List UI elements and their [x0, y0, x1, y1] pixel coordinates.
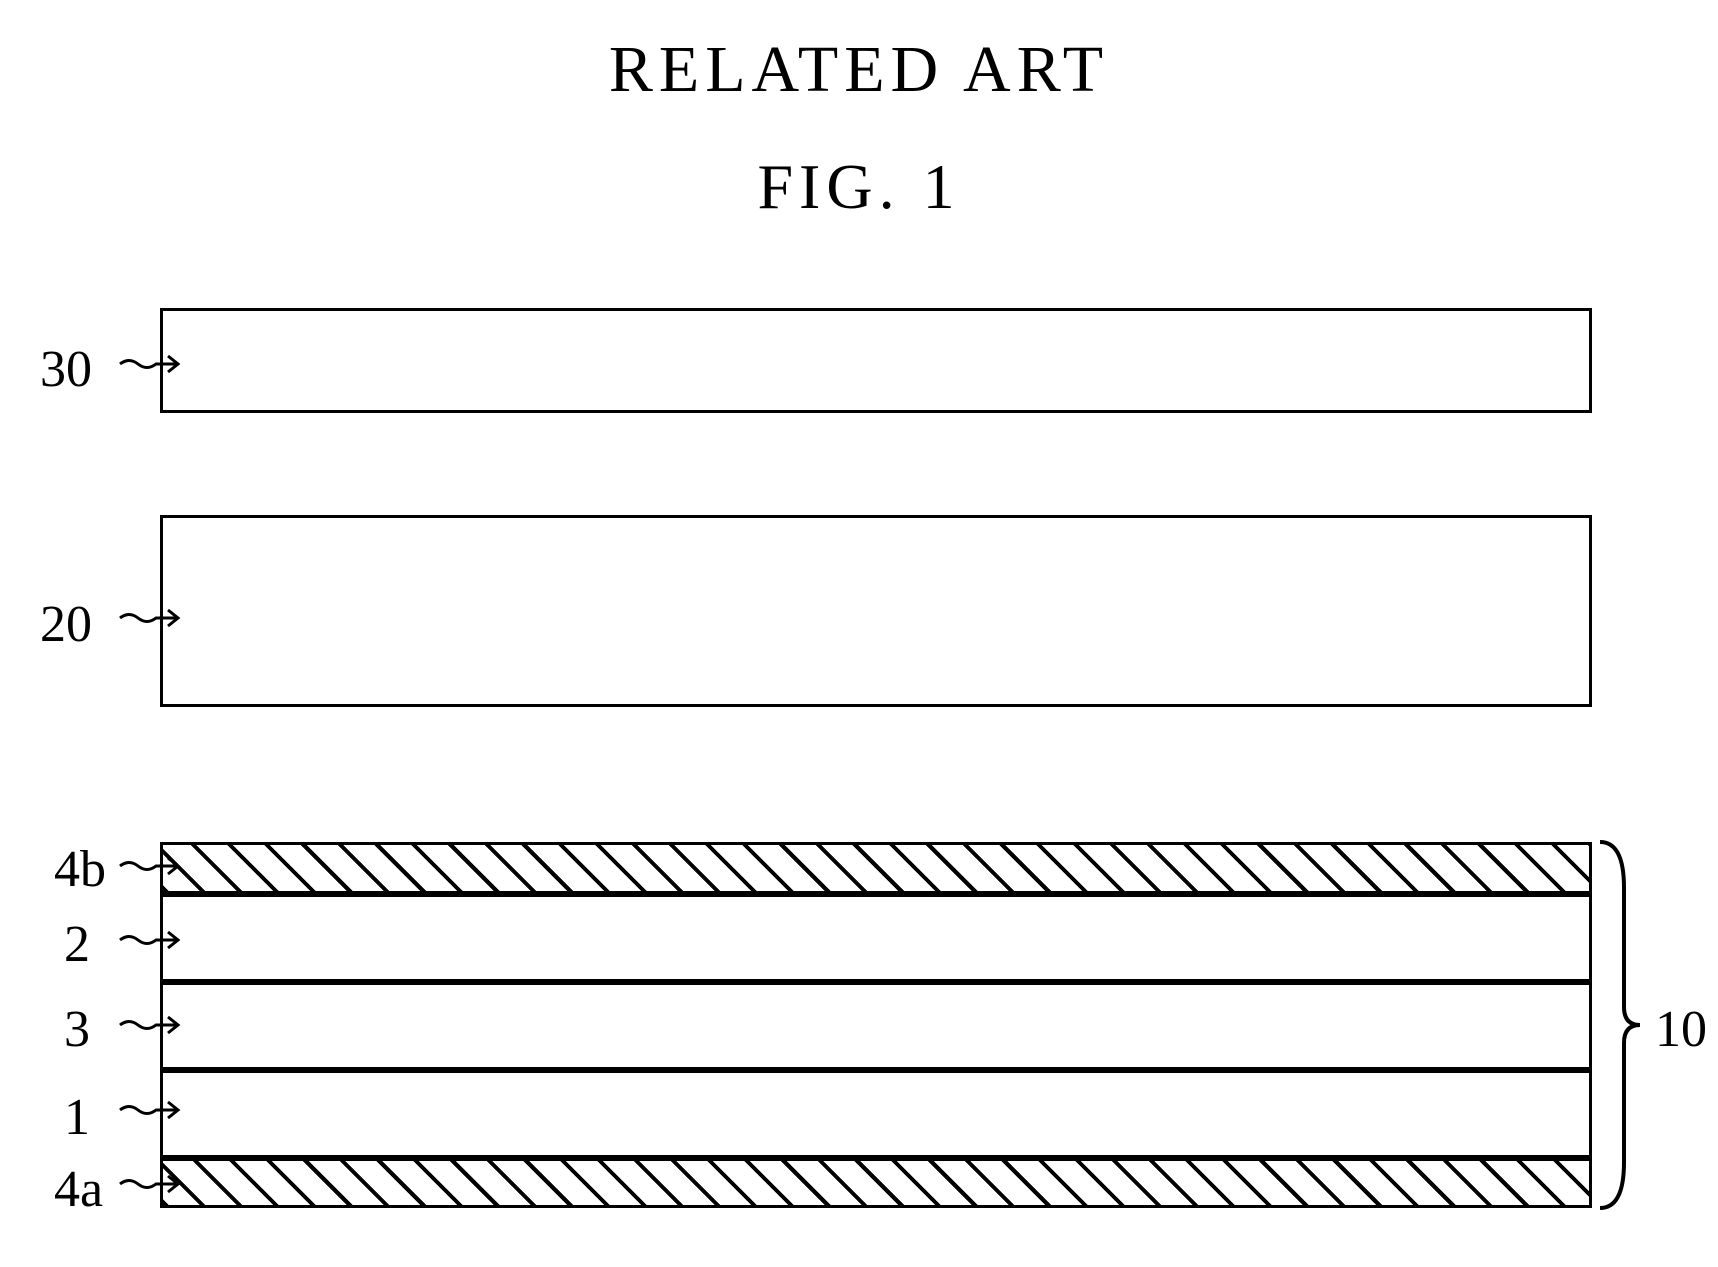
group-brace-label: 10	[1655, 1000, 1707, 1059]
group-brace	[0, 0, 1718, 1267]
diagram-page: RELATED ART FIG. 1 30204b2314a 10	[0, 0, 1718, 1267]
